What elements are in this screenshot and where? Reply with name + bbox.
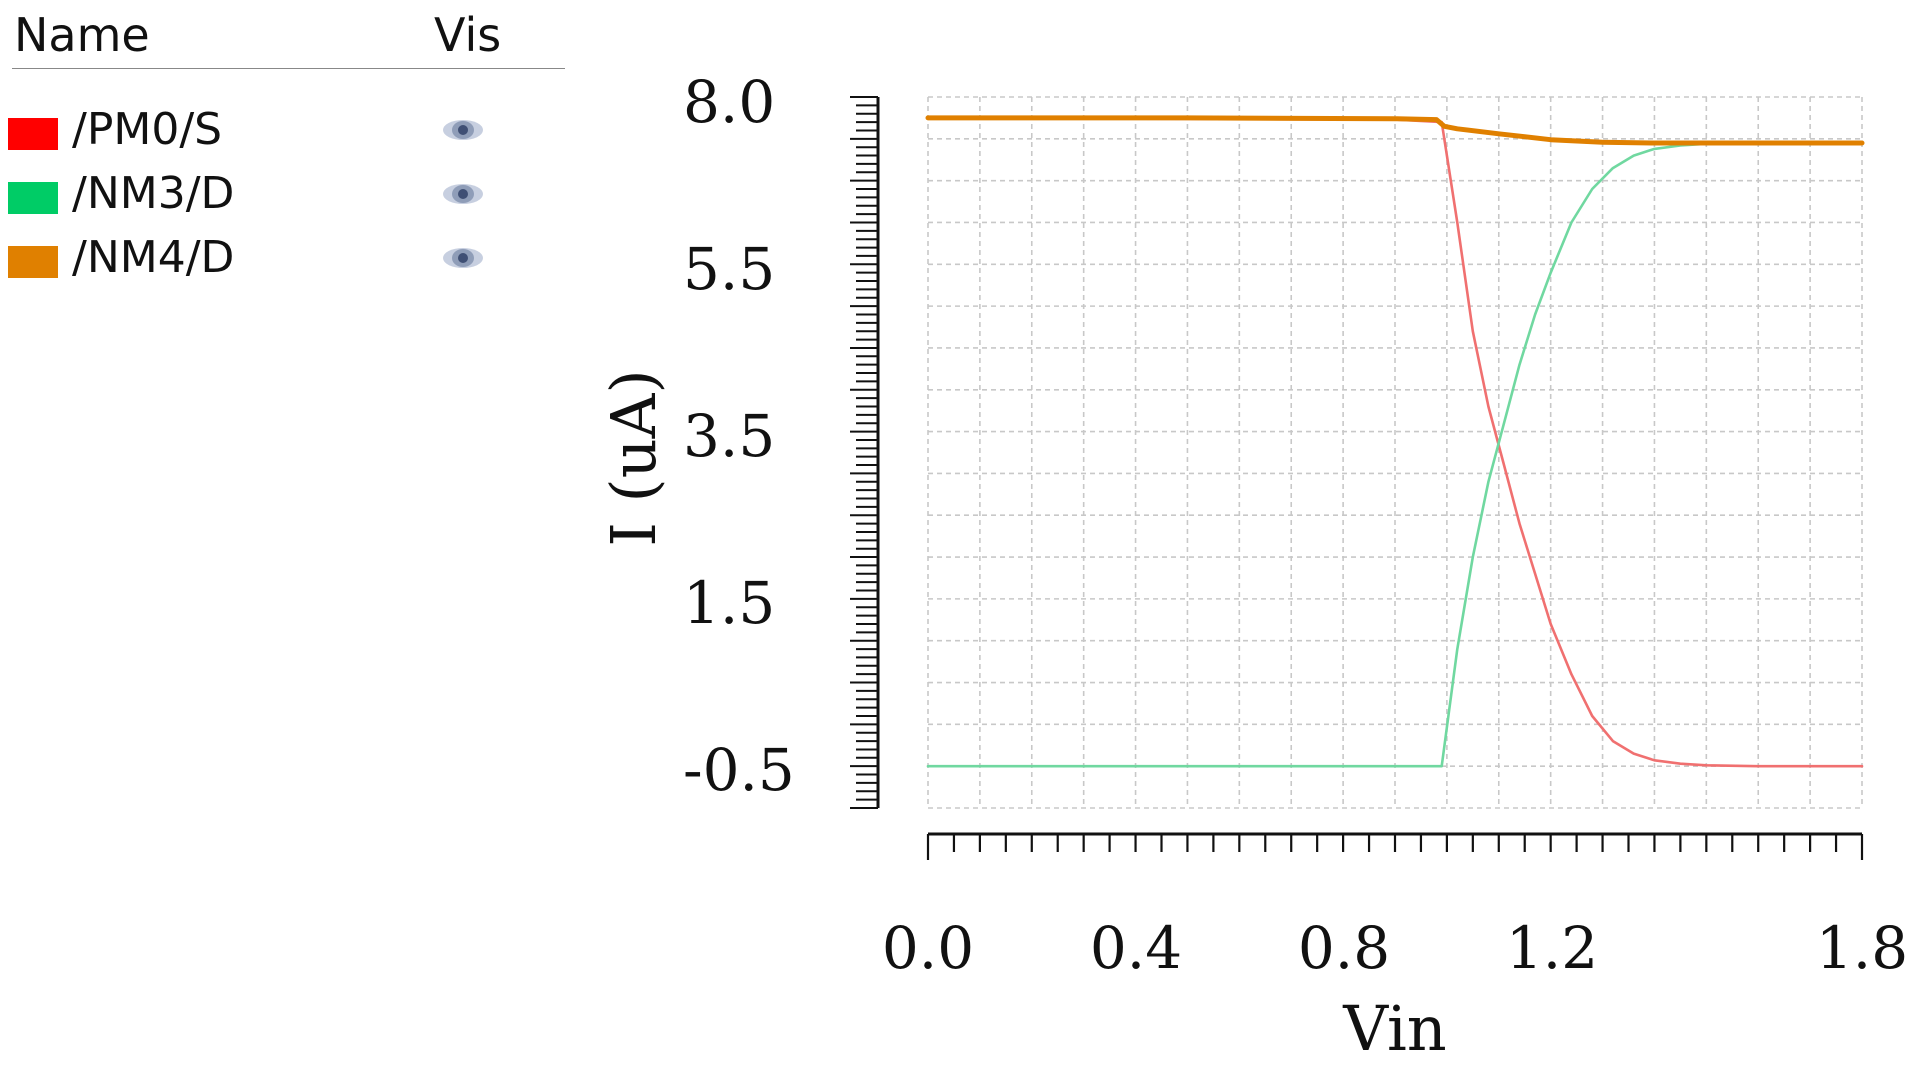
y-tick-label: 3.5	[683, 402, 775, 470]
legend-item-nm3-d[interactable]: /NM3/D	[0, 168, 560, 220]
y-tick-label: 5.5	[683, 235, 775, 303]
legend-swatch	[8, 182, 58, 214]
x-tick-label: 1.8	[1816, 914, 1908, 982]
legend-item-label: /PM0/S	[72, 104, 223, 155]
legend-item-pm0-s[interactable]: /PM0/S	[0, 104, 560, 156]
legend-header-name: Name	[14, 8, 150, 62]
legend-swatch	[8, 118, 58, 150]
y-tick-label: 8.0	[683, 68, 775, 136]
legend-panel: Name Vis /PM0/S /NM3/D /NM4/D	[0, 0, 570, 300]
legend-swatch	[8, 246, 58, 278]
x-tick-label: 0.0	[882, 914, 974, 982]
legend-header-vis: Vis	[434, 8, 502, 62]
x-tick-label: 0.4	[1090, 914, 1182, 982]
x-axis-title: Vin	[1342, 992, 1446, 1065]
y-tick-labels: 8.0 5.5 3.5 1.5 -0.5	[683, 68, 795, 804]
y-tick-label: 1.5	[683, 569, 775, 637]
series-line-pm0s	[926, 116, 1864, 768]
y-axis-ruler	[850, 96, 880, 809]
x-axis-ruler	[926, 832, 1864, 860]
eye-icon[interactable]	[440, 246, 486, 270]
series-line-nm4d	[925, 115, 1865, 146]
legend-item-label: /NM3/D	[72, 168, 235, 219]
eye-icon[interactable]	[440, 118, 486, 142]
legend-item-label: /NM4/D	[72, 232, 235, 283]
eye-icon[interactable]	[440, 182, 486, 206]
y-tick-label: -0.5	[683, 736, 795, 804]
grid	[927, 96, 1863, 809]
series-line-nm3d	[926, 141, 1864, 768]
x-tick-labels: 0.0 0.4 0.8 1.2 1.8	[882, 914, 1908, 982]
x-tick-label: 0.8	[1298, 914, 1390, 982]
legend-divider	[12, 68, 565, 69]
legend-item-nm4-d[interactable]: /NM4/D	[0, 232, 560, 284]
y-axis-title: I (uA)	[597, 369, 670, 546]
x-tick-label: 1.2	[1506, 914, 1598, 982]
series-layer	[925, 115, 1865, 768]
